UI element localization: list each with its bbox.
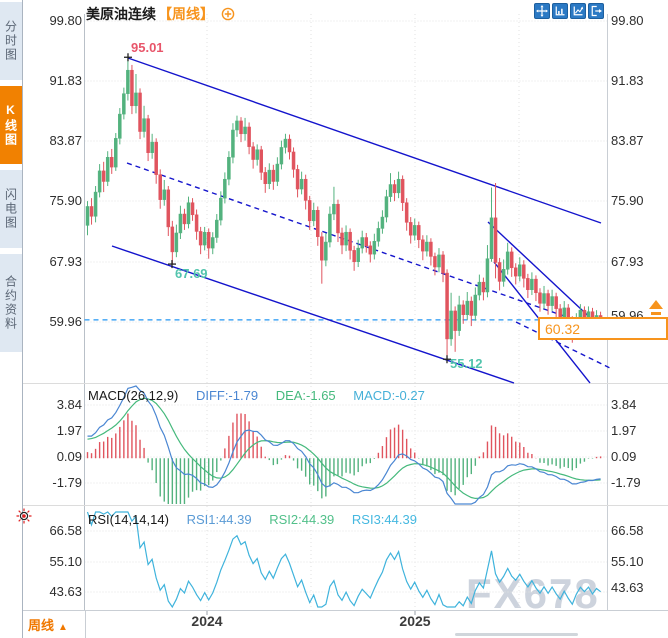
price-axis-label: 99.80 <box>49 13 82 28</box>
x-axis-year-label: 2024 <box>191 613 223 629</box>
price-axis-label: 83.87 <box>49 133 82 148</box>
rsi-axis-label: 43.63 <box>49 584 82 599</box>
rsi-axis-label: 55.10 <box>49 554 82 569</box>
last-price-value: 60.32 <box>545 320 581 337</box>
up-arrow-icon <box>649 300 663 315</box>
exit-icon <box>591 5 602 17</box>
macd-axis-label: -1.79 <box>52 475 82 490</box>
rsi-axis-label: 43.63 <box>611 580 644 595</box>
axis-settings-button[interactable] <box>552 3 568 19</box>
rsi-axis-label: 66.58 <box>49 523 82 538</box>
sidebar-tab-time-chart[interactable]: 分时图 <box>0 2 22 80</box>
rsi-axis-label: 66.58 <box>611 523 644 538</box>
period-selector-label: 周线 <box>28 618 55 633</box>
price-axis-label: 75.90 <box>611 193 644 208</box>
rsi1-value: RSI1:44.39 <box>186 512 252 527</box>
chart-cursor-icon <box>573 6 584 16</box>
macd-label: MACD(26,12,9) <box>88 388 179 403</box>
macd-axis-label: 0.09 <box>56 449 82 464</box>
bottom-bar-divider <box>23 610 668 611</box>
rsi-label: RSI(14,14,14) <box>88 512 169 527</box>
last-price-tag: 60.32 <box>538 317 668 340</box>
sidebar: 分时图 K线图 闪电图 合约资料 <box>0 0 23 638</box>
toolbar <box>534 3 604 19</box>
indicator-alert-icon[interactable] <box>16 508 32 524</box>
chart-settings-button[interactable] <box>570 3 586 19</box>
pan-icon <box>536 5 548 17</box>
macd-diff-value: DIFF:-1.79 <box>195 388 259 403</box>
rsi3-value: RSI3:44.39 <box>351 512 417 527</box>
chart-title: 美原油连续 【周线】 <box>86 4 235 24</box>
period-cell-divider <box>85 610 86 638</box>
macd-axis-label: -1.79 <box>611 475 641 490</box>
macd-axis-label: 1.97 <box>611 423 637 438</box>
period-tag: 【周线】 <box>158 6 214 22</box>
price-axis-label: 99.80 <box>611 13 644 28</box>
macd-dea-value: DEA:-1.65 <box>275 388 336 403</box>
price-axis-label: 91.83 <box>611 73 644 88</box>
price-axis-label: 91.83 <box>49 73 82 88</box>
price-axis-label: 83.87 <box>611 133 644 148</box>
rsi-header: RSI(14,14,14) RSI1:44.39 RSI2:44.39 RSI3… <box>88 512 417 527</box>
low-annotation: 67.69 <box>175 266 208 281</box>
sidebar-tab-kline-chart[interactable]: K线图 <box>0 86 22 164</box>
pan-tool-button[interactable] <box>534 3 550 19</box>
price-axis-label: 75.90 <box>49 193 82 208</box>
macd-axis-label: 0.09 <box>611 449 637 464</box>
macd-axis-label: 3.84 <box>611 397 637 412</box>
period-selector[interactable]: 周线 ▲ <box>28 615 68 634</box>
dropdown-arrow-icon: ▲ <box>58 622 68 633</box>
rsi2-value: RSI2:44.39 <box>269 512 335 527</box>
watermark: FX678 <box>466 570 600 617</box>
add-indicator-icon[interactable] <box>221 7 235 21</box>
exit-button[interactable] <box>588 3 604 19</box>
horizontal-scrollbar[interactable] <box>455 633 578 636</box>
sidebar-tab-contract-info[interactable]: 合约资料 <box>0 254 22 352</box>
scroll-to-latest-button[interactable] <box>648 300 664 320</box>
macd-value: MACD:-0.27 <box>353 388 425 403</box>
macd-axis-label: 3.84 <box>56 397 82 412</box>
price-axis-label: 67.93 <box>611 254 644 269</box>
x-axis-year-label: 2025 <box>399 613 431 629</box>
symbol-name: 美原油连续 <box>86 6 156 22</box>
macd-header: MACD(26,12,9) DIFF:-1.79 DEA:-1.65 MACD:… <box>88 388 425 403</box>
low-annotation: 55.12 <box>450 356 483 371</box>
sidebar-tab-lightning-chart[interactable]: 闪电图 <box>0 170 22 248</box>
rsi-axis-label: 55.10 <box>611 554 644 569</box>
axis-chart-icon <box>555 6 565 16</box>
price-axis-label: 59.96 <box>49 314 82 329</box>
high-annotation: 95.01 <box>131 40 164 55</box>
macd-axis-label: 1.97 <box>56 423 82 438</box>
price-axis-label: 67.93 <box>49 254 82 269</box>
